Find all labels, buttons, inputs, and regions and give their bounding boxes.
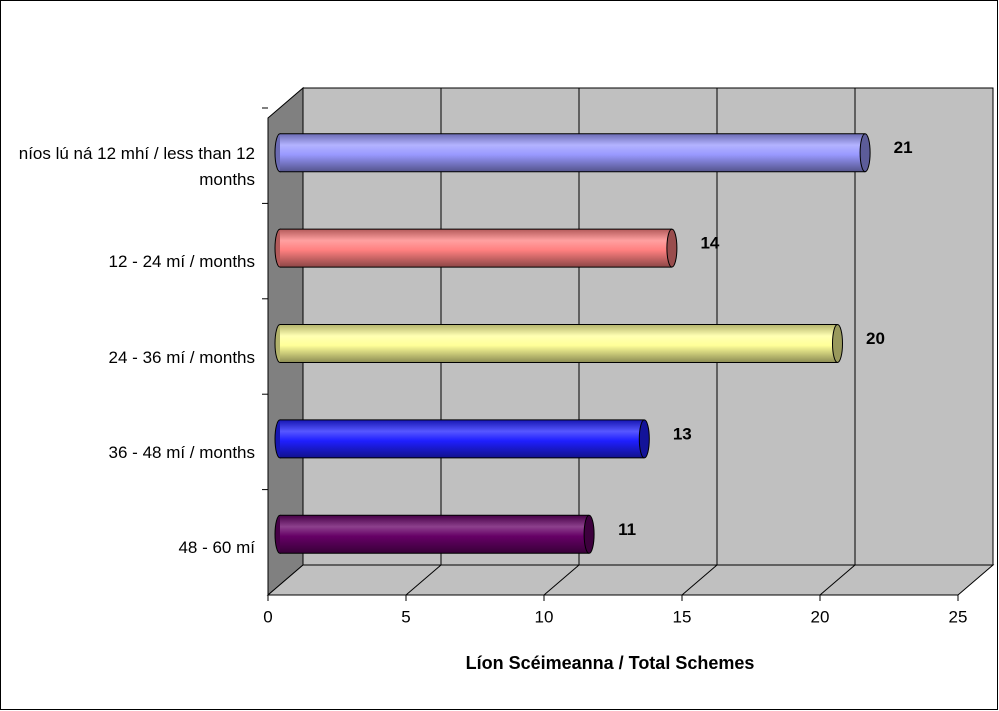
x-tick-label: 5	[401, 607, 410, 626]
bar	[280, 133, 866, 172]
y-tick-label: 48 - 60 mí	[178, 538, 255, 558]
bar-end-cap	[583, 514, 595, 554]
x-tick-label: 0	[263, 607, 272, 626]
x-tick-label: 15	[673, 607, 692, 626]
x-tick-label: 20	[811, 607, 830, 626]
x-tick-label: 25	[949, 607, 968, 626]
x-axis-title: Líon Scéimeanna / Total Schemes	[466, 653, 755, 673]
bar	[280, 324, 838, 363]
y-tick-label: 36 - 48 mí / months	[108, 442, 255, 462]
value-label: 11	[618, 520, 636, 539]
value-label: 20	[866, 329, 885, 348]
floor	[266, 564, 995, 596]
bar	[280, 419, 645, 458]
value-label: 21	[894, 138, 913, 157]
y-tick-label: níos lú ná 12 mhí / less than 12 months	[18, 143, 255, 189]
floor-grid-line	[405, 564, 442, 596]
bar-end-cap	[859, 133, 871, 173]
y-tick-label: 12 - 24 mí / months	[108, 252, 255, 272]
value-label: 14	[700, 234, 719, 253]
floor-grid-line	[543, 564, 580, 596]
floor-grid-line	[681, 564, 718, 596]
y-tick-label: 24 - 36 mí / months	[108, 347, 255, 367]
bar-end-cap	[638, 419, 650, 459]
bar	[280, 229, 672, 268]
x-tick-label: 10	[535, 607, 554, 626]
value-label: 13	[673, 424, 692, 443]
floor-grid-line	[819, 564, 856, 596]
bar-end-cap	[832, 324, 843, 363]
bar	[280, 515, 590, 554]
bar-end-cap	[666, 228, 678, 268]
